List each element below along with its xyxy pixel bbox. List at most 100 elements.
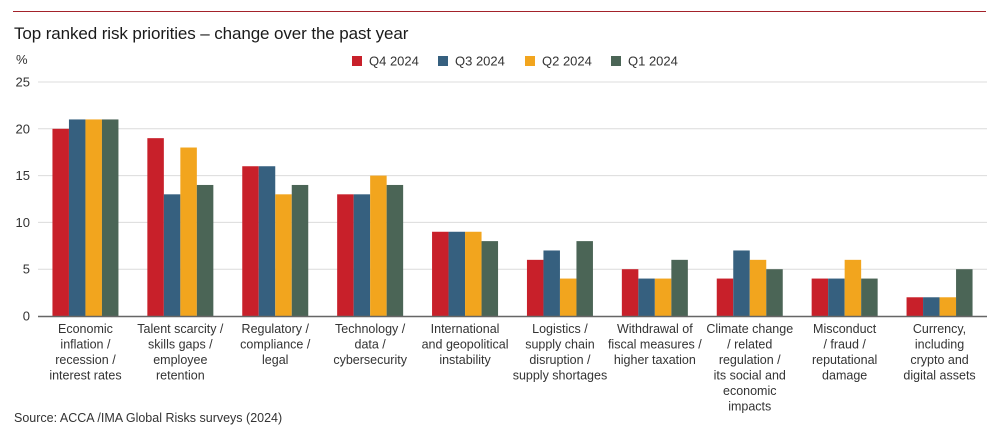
x-category-label: supply shortages [513, 369, 608, 383]
x-category-label: impacts [728, 400, 771, 414]
legend-swatch [611, 56, 621, 66]
legend-label: Q3 2024 [455, 54, 505, 69]
x-category-label: / fraud / [823, 338, 866, 352]
x-category-label: instability [439, 353, 491, 367]
x-category-label: Talent scarcity / [137, 322, 224, 336]
bar-q3-2024 [923, 297, 940, 316]
legend: Q4 2024 Q3 2024 Q2 2024 Q1 2024 [352, 54, 678, 69]
x-category-label: damage [822, 369, 867, 383]
x-category-label: regulation / [719, 353, 781, 367]
bar-q3-2024 [353, 194, 371, 316]
y-tick-label: 20 [16, 121, 30, 136]
bar-q4-2024 [621, 269, 639, 316]
bar-q1-2024 [671, 259, 688, 316]
chart-title: Top ranked risk priorities – change over… [14, 24, 409, 43]
bar-q1-2024 [956, 269, 973, 316]
top-rule [13, 11, 986, 12]
bar-q3-2024 [163, 194, 181, 316]
bar-q4-2024 [432, 231, 449, 316]
bar-q2-2024 [85, 119, 102, 316]
x-category-label: inflation / [60, 338, 111, 352]
bar-q4-2024 [337, 194, 354, 316]
y-tick-label: 0 [23, 309, 30, 324]
bar-q2-2024 [844, 259, 862, 316]
y-tick-label: 5 [23, 262, 30, 277]
y-tick-label: 10 [16, 215, 30, 230]
x-category-label: recession / [55, 353, 116, 367]
x-category-label: its social and [714, 369, 786, 383]
x-category-label: Misconduct [813, 322, 877, 336]
bar-q1-2024 [101, 119, 119, 316]
bar-q2-2024 [939, 297, 957, 316]
x-category-label: legal [262, 353, 288, 367]
x-category-label: fiscal measures / [608, 338, 702, 352]
bar-q2-2024 [654, 278, 672, 316]
legend-swatch [352, 56, 362, 66]
bar-q4-2024 [716, 278, 734, 316]
x-category-label: and geopolitical [422, 338, 509, 352]
bar-q4-2024 [242, 166, 259, 316]
x-category-label: cybersecurity [333, 353, 407, 367]
bar-q1-2024 [766, 269, 783, 316]
bar-q4-2024 [52, 128, 69, 316]
legend-swatch [438, 56, 448, 66]
legend-label: Q1 2024 [628, 54, 678, 69]
bar-q3-2024 [258, 166, 276, 316]
bar-q3-2024 [828, 278, 845, 316]
bar-q3-2024 [638, 278, 655, 316]
bar-q1-2024 [576, 241, 593, 316]
bar-q3-2024 [543, 250, 560, 316]
bar-q2-2024 [180, 147, 197, 316]
x-category-label: skills gaps / [148, 338, 213, 352]
x-category-label: crypto and [910, 353, 968, 367]
x-category-label: interest rates [49, 369, 121, 383]
x-category-label: employee [153, 353, 207, 367]
bar-q2-2024 [275, 194, 292, 316]
x-category-label: Climate change [706, 322, 793, 336]
bar-q2-2024 [465, 231, 482, 316]
bar-q2-2024 [749, 259, 767, 316]
legend-label: Q2 2024 [542, 54, 592, 69]
bar-q1-2024 [386, 184, 404, 316]
bar-q2-2024 [370, 175, 387, 316]
bar-q2-2024 [559, 278, 577, 316]
x-category-label: compliance / [240, 338, 311, 352]
x-category-label: higher taxation [614, 353, 696, 367]
bar-q4-2024 [147, 138, 164, 316]
bars [52, 119, 973, 316]
bar-q4-2024 [526, 259, 544, 316]
x-category-label: economic [723, 384, 777, 398]
x-category-label: Currency, [913, 322, 966, 336]
x-category-label: Withdrawal of [617, 322, 693, 336]
x-category-label: data / [355, 338, 387, 352]
x-category-label: retention [156, 369, 205, 383]
bar-q3-2024 [733, 250, 750, 316]
x-category-label: International [431, 322, 500, 336]
bar-q1-2024 [861, 278, 878, 316]
legend-swatch [525, 56, 535, 66]
x-category-label: supply chain [525, 338, 595, 352]
x-category-label: disruption / [529, 353, 591, 367]
legend-label: Q4 2024 [369, 54, 419, 69]
category-labels: Economic inflation /recession / interest r… [49, 322, 975, 414]
x-category-label: reputational [812, 353, 877, 367]
y-axis-ticks: 0 5 10 15 20 25 [16, 75, 30, 324]
y-axis-label: % [16, 52, 28, 67]
x-category-label: Economic [58, 322, 113, 336]
bar-q1-2024 [481, 241, 499, 316]
bar-q1-2024 [291, 184, 309, 316]
bar-q1-2024 [196, 184, 214, 316]
bar-q3-2024 [68, 119, 86, 316]
y-tick-label: 25 [16, 75, 30, 90]
x-category-label: / related [727, 338, 772, 352]
x-category-label: including [915, 338, 964, 352]
x-category-label: digital assets [903, 369, 975, 383]
x-category-label: Regulatory / [242, 322, 310, 336]
bar-q4-2024 [906, 297, 924, 316]
bar-q4-2024 [811, 278, 829, 316]
x-category-label: Logistics / [532, 322, 588, 336]
bar-q3-2024 [448, 231, 466, 316]
source-note: Source: ACCA /IMA Global Risks surveys (… [14, 411, 283, 425]
y-tick-label: 15 [16, 168, 30, 183]
